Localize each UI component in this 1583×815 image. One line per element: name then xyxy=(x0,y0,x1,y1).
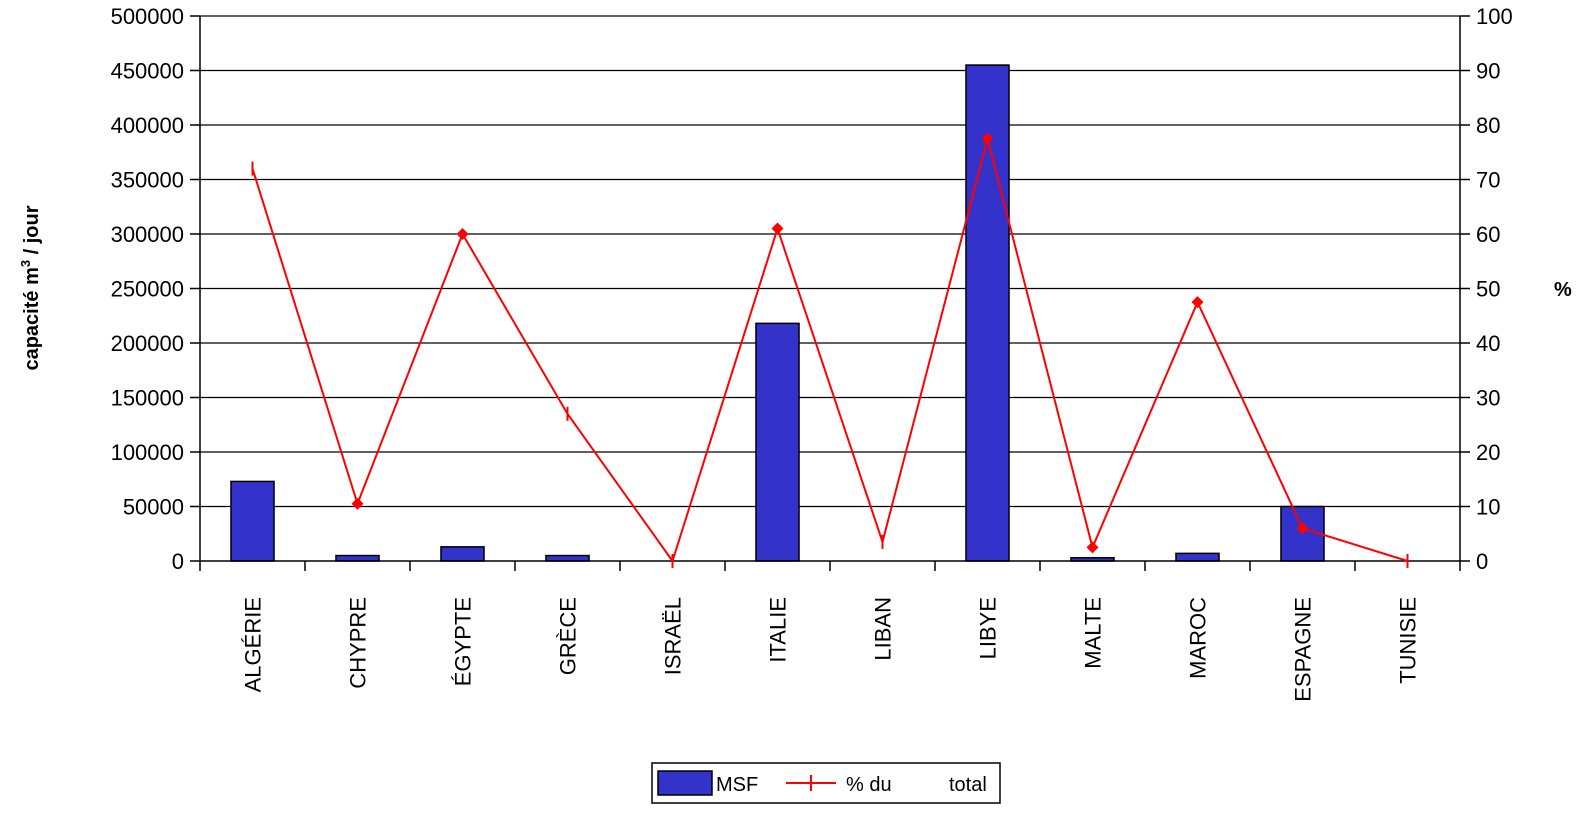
left-axis-tick-label: 450000 xyxy=(111,59,184,84)
right-axis-tick-label: 0 xyxy=(1476,549,1488,574)
percent-point-marker xyxy=(981,132,994,145)
legend-label-msf: MSF xyxy=(716,774,758,796)
right-axis-tick-label: 60 xyxy=(1476,222,1500,247)
category-labels: ALGÉRIE CHYPRE ÉGYPTE GRÈCE ISRAËL ITALIE LIBA… xyxy=(241,597,1421,702)
left-axis-tick-label: 150000 xyxy=(111,386,184,411)
bar xyxy=(440,546,485,562)
right-axis-tick-label: 40 xyxy=(1476,331,1500,356)
right-axis-tick-label: 100 xyxy=(1476,4,1513,29)
category-label: LIBAN xyxy=(871,597,896,661)
percent-point-marker xyxy=(1086,541,1099,554)
right-axis-tick-label: 90 xyxy=(1476,59,1500,84)
right-axis-title: % xyxy=(1554,279,1572,301)
category-label: ALGÉRIE xyxy=(241,597,266,692)
right-axis-tick-label: 10 xyxy=(1476,495,1500,520)
category-label: MALTE xyxy=(1081,597,1106,669)
left-axis-tick-label: 0 xyxy=(172,549,184,574)
left-axis-title-main: capacité m xyxy=(21,267,43,370)
right-axis-tick-label: 20 xyxy=(1476,440,1500,465)
percent-point-marker xyxy=(771,222,784,235)
category-label: MAROC xyxy=(1186,597,1211,679)
left-axis-tick-label: 300000 xyxy=(111,222,184,247)
legend-swatch-msf xyxy=(657,770,713,796)
left-axis-title: capacité m3 / jour xyxy=(18,205,43,370)
left-axis-tick-label: 500000 xyxy=(111,4,184,29)
left-axis-tick-label: 100000 xyxy=(111,440,184,465)
category-label: CHYPRE xyxy=(346,597,371,689)
line-series-percent xyxy=(251,132,1409,568)
left-axis-tick-label: 50000 xyxy=(123,495,184,520)
right-axis-tick-label: 80 xyxy=(1476,113,1500,138)
bar xyxy=(1175,552,1220,562)
right-axis-tick-label: 70 xyxy=(1476,168,1500,193)
category-label: GRÈCE xyxy=(556,597,581,675)
legend-label-percent-part1: % du xyxy=(846,774,892,796)
left-axis-title-superscript: 3 xyxy=(18,260,33,267)
left-axis-tick-labels: 0 50000 100000 150000 200000 250000 300000 3500… xyxy=(111,4,184,574)
category-label: TUNISIE xyxy=(1396,597,1421,684)
right-axis-tick-labels: 0 10 20 30 40 50 60 70 80 90 100 xyxy=(1476,4,1513,574)
category-label: LIBYE xyxy=(976,597,1001,659)
bar-series-msf xyxy=(230,64,1325,562)
left-axis-tick-label: 400000 xyxy=(111,113,184,138)
category-label: ESPAGNE xyxy=(1291,597,1316,702)
grid-lines xyxy=(200,15,1460,508)
category-label: ITALIE xyxy=(766,597,791,663)
bar xyxy=(230,480,275,562)
bar xyxy=(755,322,800,562)
legend-label-percent-part2: total xyxy=(949,774,987,796)
category-label: ÉGYPTE xyxy=(451,597,476,686)
bar xyxy=(965,64,1010,562)
bar xyxy=(335,554,380,562)
left-axis-title-tail: / jour xyxy=(21,205,43,260)
legend: MSF % du total xyxy=(651,762,1001,804)
right-axis-tick-label: 50 xyxy=(1476,277,1500,302)
percent-point-marker xyxy=(456,228,469,240)
percent-point-marker xyxy=(1191,296,1204,309)
bar xyxy=(545,554,590,562)
left-axis-tick-label: 350000 xyxy=(111,168,184,193)
percent-line-path xyxy=(251,134,1408,564)
right-axis-tick-label: 30 xyxy=(1476,386,1500,411)
left-axis-tick-label: 250000 xyxy=(111,277,184,302)
percent-point-marker xyxy=(1296,522,1309,535)
left-axis-tick-label: 200000 xyxy=(111,331,184,356)
category-label: ISRAËL xyxy=(661,597,686,675)
percent-point-marker xyxy=(351,497,364,510)
axes xyxy=(190,15,1470,571)
